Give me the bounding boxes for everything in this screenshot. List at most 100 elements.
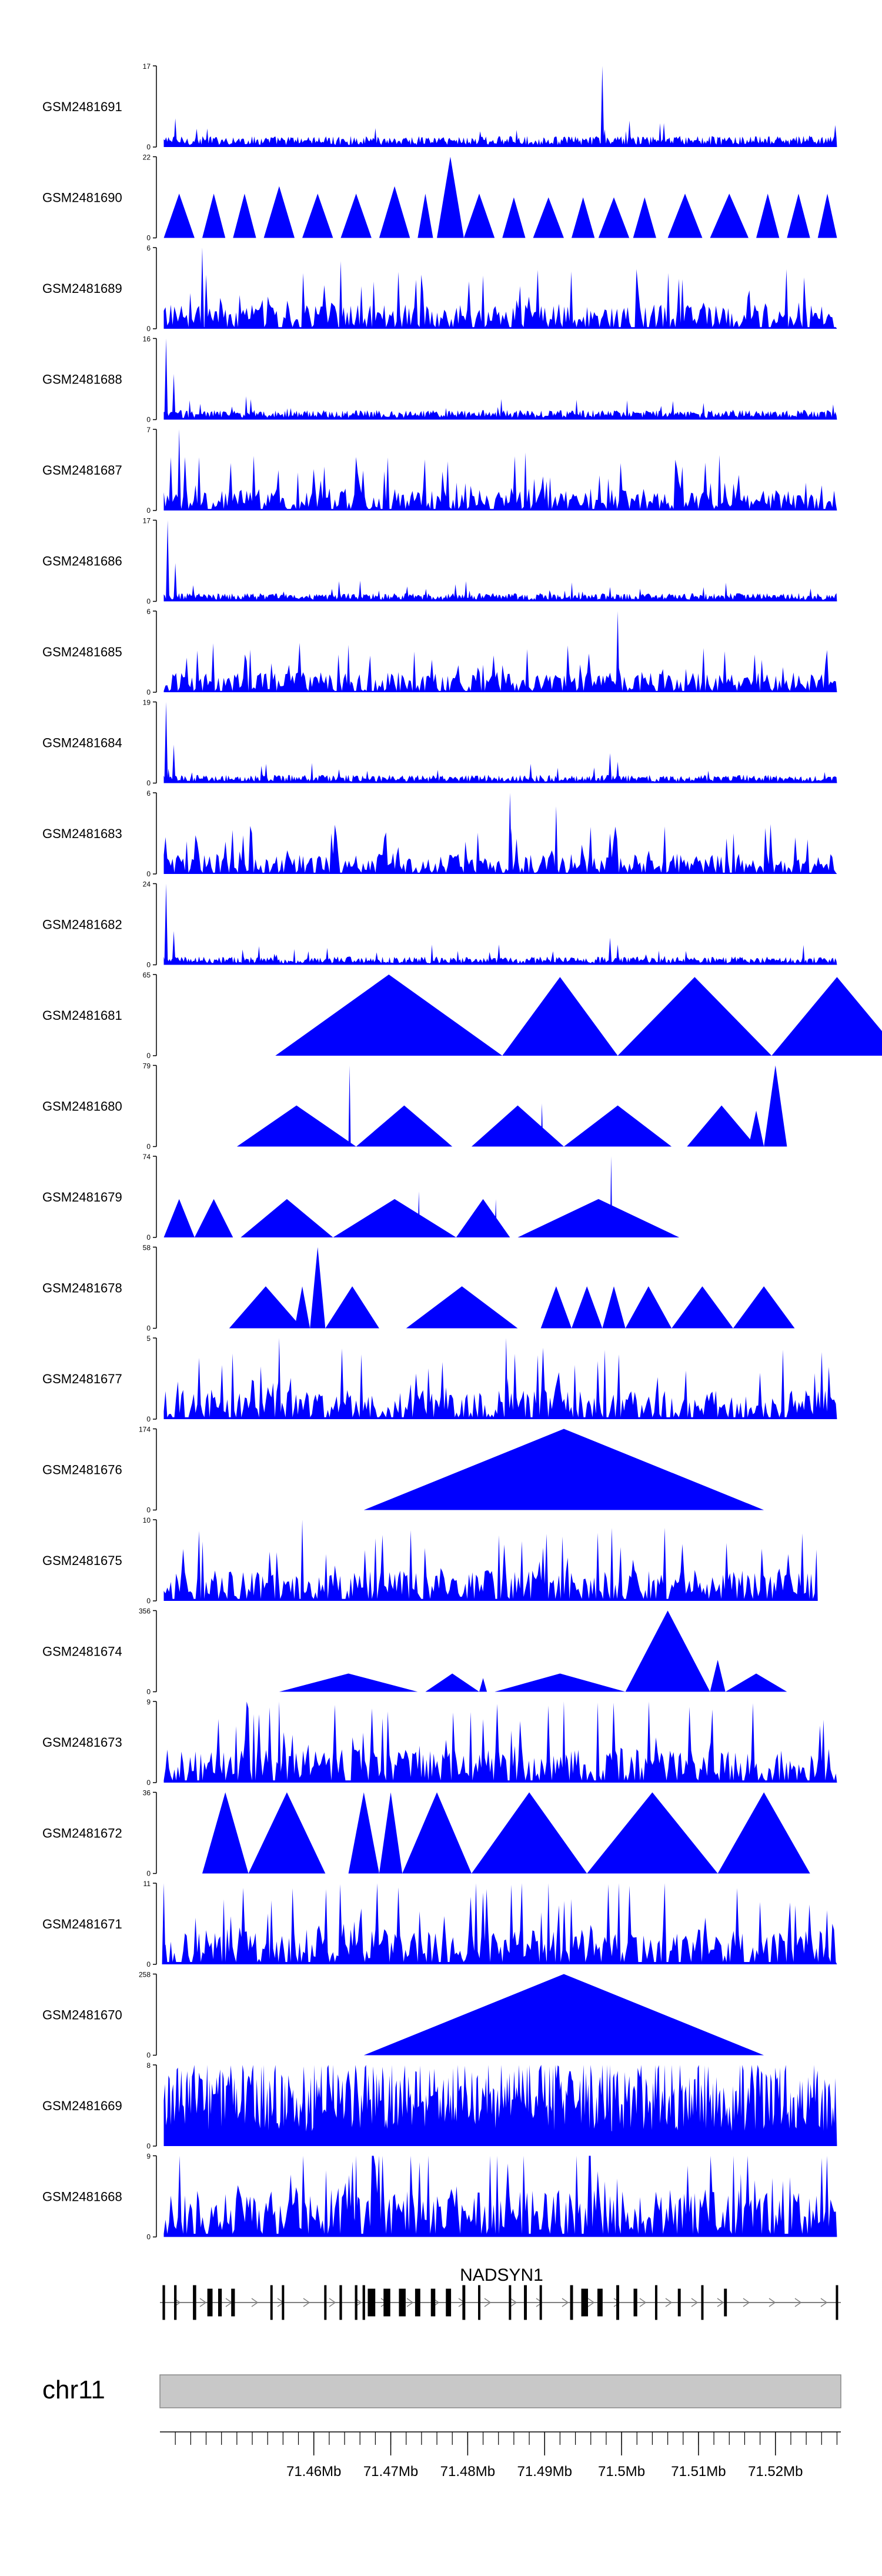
coverage-peak	[540, 1286, 572, 1329]
exon	[368, 2288, 376, 2317]
exon	[218, 2288, 222, 2317]
y-max-label: 9	[146, 2153, 151, 2161]
y-max-label: 79	[143, 1062, 151, 1070]
track-GSM2481679: GSM2481679 74 0	[42, 1153, 680, 1242]
strand-arrow	[587, 2298, 595, 2307]
coverage-peak	[748, 1110, 764, 1147]
strand-arrow	[769, 2298, 776, 2307]
y-min-label: 0	[146, 870, 151, 878]
exon	[174, 2285, 177, 2320]
y-min-label: 0	[146, 325, 151, 333]
strand-arrow	[820, 2298, 828, 2307]
sample-label: GSM2481687	[42, 463, 122, 478]
coverage-spike	[504, 1338, 508, 1419]
track-GSM2481690: GSM2481690 22 0	[42, 154, 837, 242]
coverage-peak	[633, 197, 656, 238]
coverage-peak	[236, 1105, 356, 1147]
coverage-peak	[617, 977, 772, 1056]
y-min-label: 0	[146, 1233, 151, 1242]
y-min-label: 0	[146, 506, 151, 515]
track-GSM2481675: GSM2481675 10 0	[42, 1516, 818, 1605]
track-GSM2481678: GSM2481678 58 0	[42, 1244, 795, 1333]
coverage-peak	[502, 197, 526, 238]
coverage-spike	[616, 945, 620, 965]
coverage-peak	[602, 1286, 626, 1329]
coverage-peak	[756, 193, 780, 238]
coverage-peak	[406, 1286, 518, 1329]
coverage-peak	[787, 193, 810, 238]
y-min-label: 0	[146, 234, 151, 242]
y-min-label: 0	[146, 1960, 151, 1968]
y-max-label: 11	[143, 1880, 151, 1888]
track-GSM2481671: GSM2481671 11 0	[42, 1880, 837, 1968]
x-tick-label: 71.46Mb	[286, 2464, 341, 2480]
coverage-peak	[598, 197, 630, 238]
coverage-peak	[572, 1286, 603, 1329]
exon	[654, 2285, 657, 2320]
chromosome-band	[159, 2374, 841, 2408]
y-max-label: 65	[143, 971, 151, 979]
coverage-peak	[417, 193, 433, 238]
coverage-spike	[173, 563, 178, 602]
coverage-spike	[164, 702, 168, 783]
coverage-spike	[616, 762, 620, 783]
coverage-area	[163, 269, 837, 329]
exon	[415, 2288, 420, 2317]
sample-label: GSM2481679	[42, 1190, 122, 1204]
coverage-peak	[363, 1429, 764, 1510]
strand-arrow	[251, 2298, 259, 2307]
exon	[355, 2285, 358, 2320]
exon	[282, 2285, 285, 2320]
track-GSM2481669: GSM2481669 8 0	[42, 2061, 837, 2150]
strand-arrow	[743, 2298, 750, 2307]
coverage-area	[163, 2155, 837, 2237]
track-GSM2481677: GSM2481677 5 0	[42, 1334, 837, 1423]
sample-label: GSM2481677	[42, 1372, 122, 1386]
coverage-peak	[587, 1792, 718, 1874]
y-min-label: 0	[146, 2233, 151, 2241]
coverage-peak	[294, 1286, 310, 1329]
ideogram-track: chr11	[42, 2374, 841, 2408]
sample-label: GSM2481674	[42, 1644, 122, 1659]
y-max-label: 356	[139, 1607, 151, 1616]
coverage-spike	[354, 2155, 358, 2237]
sample-label: GSM2481669	[42, 2098, 122, 2113]
coverage-area	[163, 2065, 837, 2146]
coverage-peak	[463, 193, 495, 238]
sample-label: GSM2481681	[42, 1008, 122, 1023]
sample-label: GSM2481684	[42, 736, 122, 750]
coverage-peak	[717, 1792, 810, 1874]
coverage-spike	[200, 248, 204, 329]
strand-arrow	[536, 2298, 543, 2307]
sample-label: GSM2481671	[42, 1917, 122, 1931]
exon	[509, 2285, 512, 2320]
exon	[581, 2288, 589, 2317]
coverage-peak	[471, 1105, 564, 1147]
coverage-spike	[739, 2174, 743, 2237]
coverage-peak	[710, 193, 749, 238]
track-GSM2481686: GSM2481686 17 0	[42, 517, 837, 606]
strand-arrow	[562, 2298, 569, 2307]
strand-arrow	[691, 2298, 699, 2307]
strand-arrow	[794, 2298, 802, 2307]
coverage-peak	[363, 1974, 764, 2056]
coverage-peak	[572, 197, 595, 238]
exon	[207, 2288, 213, 2317]
coverage-spike	[608, 587, 612, 602]
y-min-label: 0	[146, 1597, 151, 1605]
coverage-peak	[356, 1105, 453, 1147]
sample-label: GSM2481672	[42, 1826, 122, 1841]
strand-arrow	[717, 2298, 724, 2307]
coverage-peak	[240, 1199, 333, 1237]
chromosome-label: chr11	[42, 2375, 105, 2404]
exon	[446, 2288, 452, 2317]
track-GSM2481685: GSM2481685 6 0	[42, 608, 837, 696]
coverage-peak	[764, 1065, 787, 1147]
y-max-label: 16	[143, 335, 151, 343]
exon	[430, 2288, 436, 2317]
coverage-area	[163, 455, 837, 510]
y-max-label: 36	[143, 1789, 151, 1797]
y-min-label: 0	[146, 1415, 151, 1423]
y-min-label: 0	[146, 1052, 151, 1060]
